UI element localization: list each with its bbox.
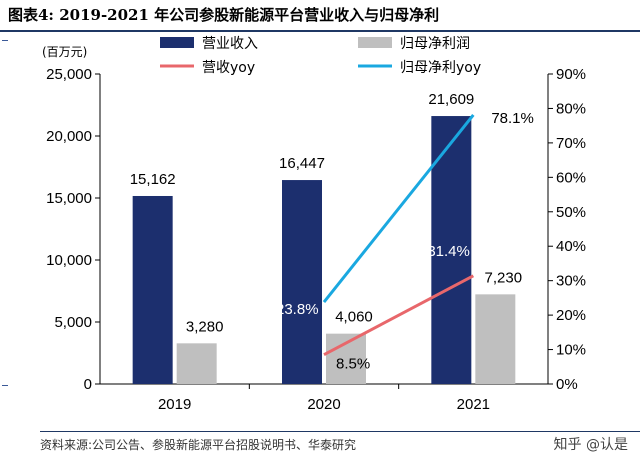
revenue-bar [132,195,173,384]
profit-bar-label: 4,060 [335,309,373,326]
legend-label: 归母净利yoy [400,59,481,76]
revenue-yoy-label: 8.5% [336,356,370,373]
unit-label: (百万元) [42,45,87,59]
axis-layer: 0 5,000 10,000 15,000 20,000 25,000 0% 10% 20% 30… [42,45,586,413]
y-tick-label-right: 40% [556,238,586,255]
source-note: 资料来源:公司公告、参股新能源平台招股说明书、华泰研究 [40,438,357,452]
revenue-bar-label: 16,447 [279,155,325,172]
revenue-yoy-line [323,274,475,357]
legend-item: 营收yoy [160,60,255,76]
y-tick-label-right: 20% [556,307,586,324]
profit-yoy-label: 78.1% [491,110,534,127]
x-tick-label: 2019 [158,396,191,413]
figure-title: 图表4: 2019-2021 年公司参股新能源平台营业收入与归母净利 [8,6,440,24]
y-tick-label-left: 0 [84,376,92,393]
revenue-yoy-label: 31.4% [427,243,470,260]
watermark: 知乎 @认是 [553,437,628,453]
legend-swatch [358,37,392,48]
y-tick-label-left: 25,000 [46,66,92,83]
line-layer [322,114,475,357]
legend-item: 营业收入 [160,36,258,52]
y-tick-label-right: 10% [556,342,586,359]
y-tick-label-right: 50% [556,204,586,221]
profit-yoy-line [322,114,475,303]
x-tick-label: 2020 [307,396,340,413]
chart-canvas: 0 5,000 10,000 15,000 20,000 25,000 0% 10% 20% 30… [42,35,586,413]
y-tick-label-right: 30% [556,273,586,290]
y-tick-label-left: 15,000 [46,190,92,207]
profit-bar [475,294,516,384]
y-tick-label-left: 10,000 [46,252,92,269]
profit-bar [176,343,217,384]
y-tick-label-left: 20,000 [46,128,92,145]
y-tick-label-right: 0% [556,376,578,393]
title-divider [0,30,640,32]
y-tick-label-right: 60% [556,169,586,186]
y-tick-label-right: 90% [556,66,586,83]
x-tick-label: 2021 [457,396,490,413]
data-label-layer: 15,162 16,447 21,609 3,280 4,060 7,230 8.5% 31.… [130,91,534,373]
legend-label: 营业收入 [202,36,258,52]
legend-item: 归母净利润 [358,35,470,52]
legend-swatch [160,37,194,48]
revenue-bar [282,180,322,384]
profit-yoy-label: 23.8% [276,301,319,318]
y-tick-label-right: 80% [556,100,586,117]
left-margin-mark [2,385,8,386]
revenue-bar-label: 21,609 [428,91,474,108]
y-tick-label-right: 70% [556,135,586,152]
figure-title-bar: 图表4: 2019-2021 年公司参股新能源平台营业收入与归母净利 [0,0,640,28]
profit-bar-label: 7,230 [485,269,523,286]
profit-bar-label: 3,280 [186,318,224,335]
source-divider [40,431,640,432]
left-margin-mark [2,40,8,41]
revenue-bar-label: 15,162 [130,171,176,188]
y-tick-label-left: 5,000 [54,314,92,331]
legend-label: 归母净利润 [400,35,470,52]
legend-label: 营收yoy [202,60,255,76]
legend-item: 归母净利yoy [358,59,481,76]
